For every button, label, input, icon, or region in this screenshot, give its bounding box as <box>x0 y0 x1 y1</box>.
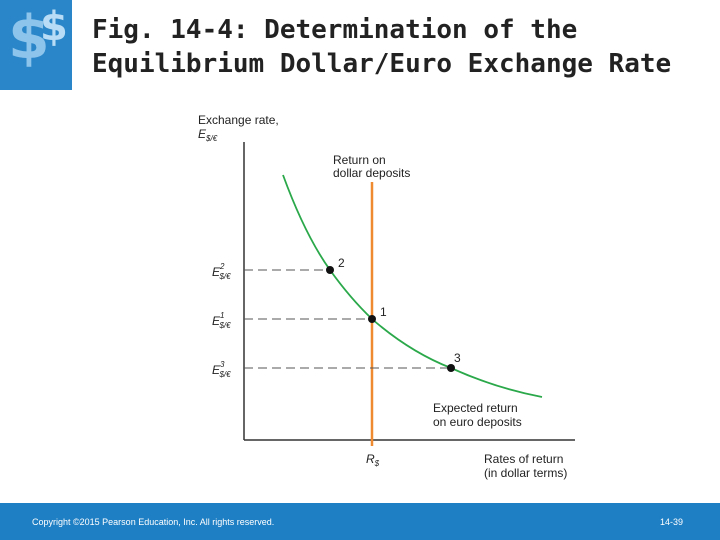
superscript: 2 <box>219 262 225 271</box>
symbol: R <box>366 452 375 466</box>
symbol: E <box>198 127 207 141</box>
title-line: Fig. 14-4: Determination of the <box>92 15 577 45</box>
point-label: 1 <box>380 305 387 319</box>
superscript: 3 <box>220 360 225 369</box>
level-label: E2 $/€ <box>212 262 231 281</box>
dollar-return-label: Return on <box>333 153 386 167</box>
subscript: $/€ <box>205 134 218 143</box>
euro-return-label: on euro deposits <box>433 415 522 429</box>
level-lines <box>244 269 451 369</box>
rate-label: R$ <box>366 452 380 468</box>
title-line: Equilibrium Dollar/Euro Exchange Rate <box>92 49 671 79</box>
level-label: E1 $/€ <box>212 311 231 330</box>
svg-text:$: $ <box>8 3 50 73</box>
symbol: E <box>212 314 221 328</box>
x-axis-label: Rates of return <box>484 452 563 466</box>
superscript: 1 <box>220 311 224 320</box>
x-axis-label: (in dollar terms) <box>484 466 567 480</box>
symbol: E <box>212 363 221 377</box>
y-axis-symbol: E$/€ <box>198 127 218 143</box>
page-number: 14-39 <box>660 517 683 527</box>
copyright: Copyright ©2015 Pearson Education, Inc. … <box>32 517 274 527</box>
footer-bar <box>0 503 720 540</box>
euro-return-curve <box>282 174 543 398</box>
point-label: 2 <box>338 256 345 270</box>
subscript: $/€ <box>218 321 231 330</box>
subscript: $ <box>374 459 380 468</box>
equilibrium-point <box>368 315 376 323</box>
dollar-return-label: dollar deposits <box>333 166 410 180</box>
subscript: $/€ <box>218 272 231 281</box>
svg-text:$: $ <box>40 4 68 50</box>
logo: $ $ <box>0 0 72 90</box>
point-label: 3 <box>454 351 461 365</box>
equilibrium-point <box>447 364 455 372</box>
subscript: $/€ <box>218 370 231 379</box>
equilibrium-point <box>326 266 334 274</box>
level-label: E3 $/€ <box>212 360 231 379</box>
y-axis-label: Exchange rate, <box>198 113 279 127</box>
euro-return-label: Expected return <box>433 401 518 415</box>
symbol: E <box>212 265 221 279</box>
